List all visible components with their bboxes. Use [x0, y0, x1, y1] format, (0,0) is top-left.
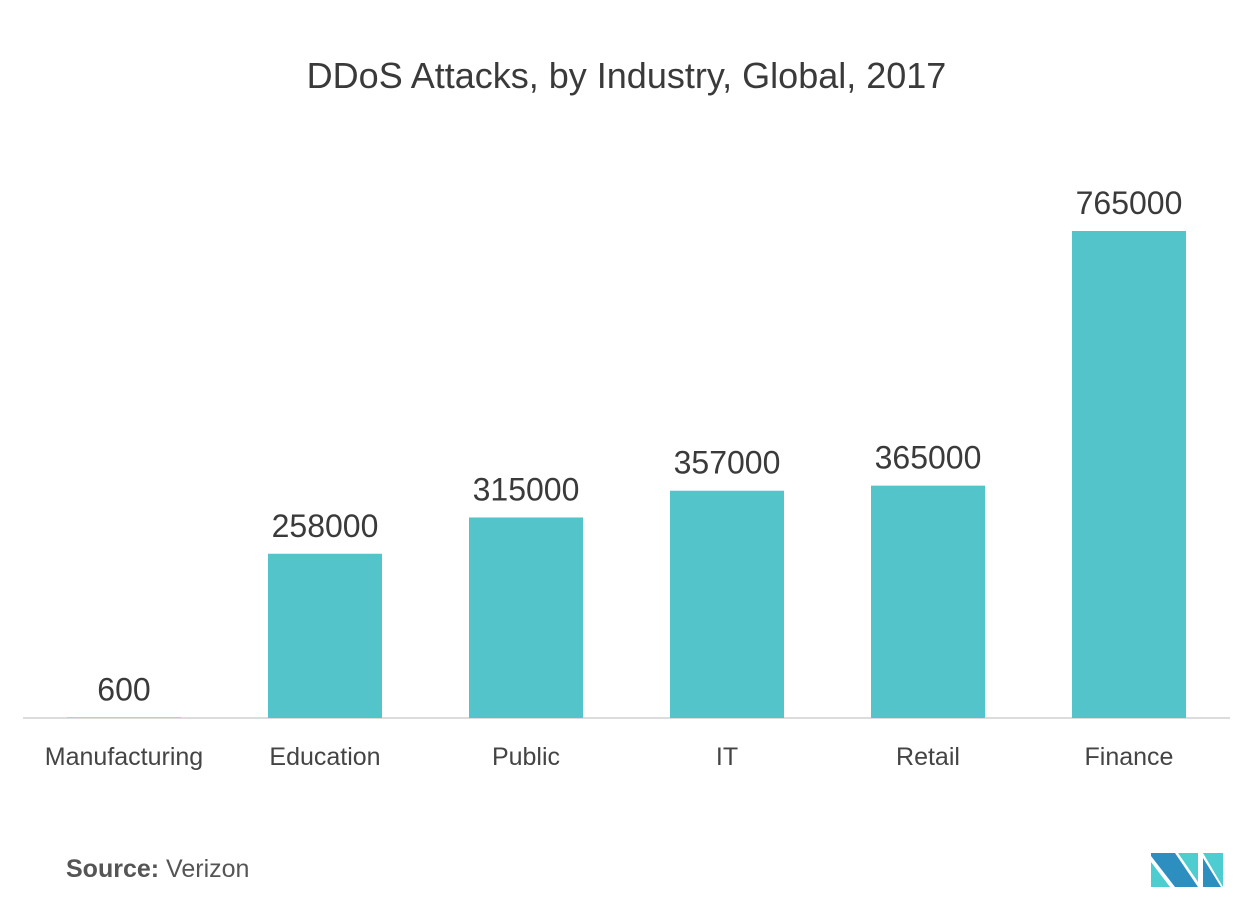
data-label: 357000: [674, 445, 781, 481]
source-value: Verizon: [166, 855, 250, 883]
bar-retail: [871, 485, 985, 718]
bar-finance: [1072, 231, 1186, 718]
logo-shape-light: [1178, 853, 1198, 882]
source-note: Source: Verizon: [66, 855, 249, 884]
logo-shape-dark: [1151, 853, 1198, 887]
data-label: 315000: [473, 471, 580, 507]
logo-shape-light: [1203, 853, 1223, 887]
source-label: Source:: [66, 855, 160, 883]
bar-public: [469, 517, 583, 718]
x-tick-label: IT: [716, 743, 738, 771]
data-label: 765000: [1076, 185, 1183, 221]
logo-shape-dark: [1203, 858, 1221, 887]
x-tick-label: Finance: [1085, 743, 1174, 771]
logo-shape-light: [1151, 862, 1170, 887]
data-label: 258000: [272, 508, 379, 544]
x-tick-label: Retail: [896, 743, 960, 771]
chart-title: DDoS Attacks, by Industry, Global, 2017: [306, 55, 947, 96]
data-label: 600: [97, 672, 150, 708]
x-tick-label: Public: [492, 743, 560, 771]
x-tick-label: Manufacturing: [45, 743, 203, 771]
bar-education: [268, 553, 382, 718]
x-tick-label: Education: [269, 743, 380, 771]
data-label: 365000: [875, 440, 982, 476]
bar-it: [670, 490, 784, 718]
